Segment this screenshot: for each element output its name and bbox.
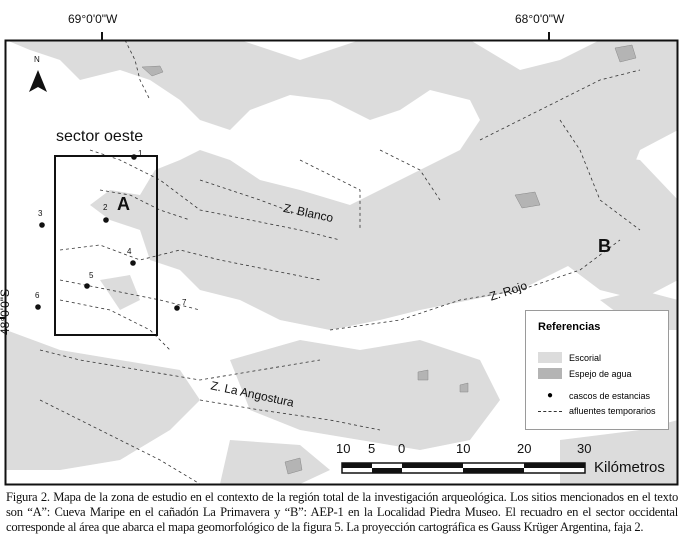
- map-border: [4, 39, 679, 486]
- dot-icon: ●: [546, 390, 554, 401]
- map-canvas: [0, 32, 679, 486]
- estancia-2: 2: [103, 203, 108, 212]
- latitude-label: 48°0'0"S: [0, 288, 13, 336]
- figure-caption: Figura 2. Mapa de la zona de estudio en …: [6, 490, 678, 534]
- legend-label: Espejo de agua: [569, 368, 632, 379]
- legend-item-agua: Espejo de agua: [538, 368, 632, 379]
- legend: Referencias Escorial Espejo de agua ● ca…: [525, 310, 669, 430]
- estancia-dots: [35, 154, 180, 311]
- estancia-7: 7: [182, 298, 187, 307]
- estancia-4: 4: [127, 247, 132, 256]
- scale-tick: 10: [336, 441, 351, 456]
- scale-tick: 30: [577, 441, 592, 456]
- espejo-de-agua-areas: [141, 44, 637, 475]
- legend-item-escorial: Escorial: [538, 352, 601, 363]
- legend-item-afluentes: afluentes temporarios: [538, 406, 656, 416]
- temporary-streams: [39, 39, 641, 485]
- scale-tick: 0: [398, 441, 406, 456]
- escorial-areas: [6, 40, 678, 484]
- site-b-label: B: [598, 236, 611, 256]
- legend-label: Escorial: [569, 352, 602, 363]
- longitude-label-west: 69°0'0"W: [68, 12, 118, 26]
- estancia-5: 5: [89, 271, 94, 280]
- scale-tick: 5: [368, 441, 376, 456]
- dark-gray-swatch-icon: [538, 368, 562, 379]
- legend-label: afluentes temporarios: [569, 406, 656, 416]
- legend-item-estancias: ● cascos de estancias: [538, 390, 650, 401]
- scale-tick: 20: [517, 441, 532, 456]
- light-gray-swatch-icon: [538, 352, 562, 363]
- sector-oeste-box: [54, 155, 158, 336]
- estancia-6: 6: [35, 291, 40, 300]
- longitude-label-east: 68°0'0"W: [515, 12, 565, 26]
- scale-bar: [341, 462, 586, 474]
- site-a-label: A: [117, 194, 130, 214]
- sector-oeste-label: sector oeste: [56, 128, 144, 145]
- estancia-1: 1: [138, 149, 143, 158]
- legend-title: Referencias: [538, 321, 601, 333]
- scale-tick: 10: [456, 441, 471, 456]
- north-label: N: [34, 55, 40, 64]
- legend-label: cascos de estancias: [569, 390, 651, 401]
- north-arrow-icon: [29, 70, 47, 92]
- estancia-3: 3: [38, 209, 43, 218]
- dashed-line-icon: [538, 410, 562, 412]
- scale-unit: Kilómetros: [594, 459, 665, 476]
